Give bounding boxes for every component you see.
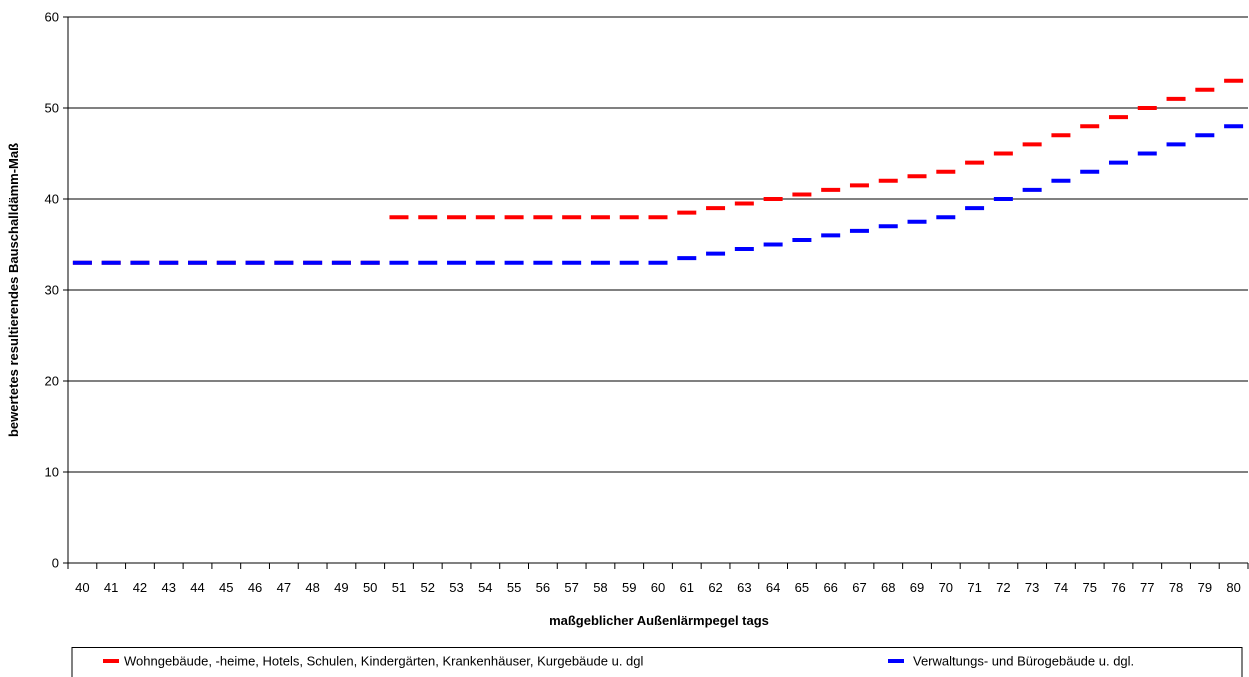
x-tick-label: 57 bbox=[564, 580, 578, 595]
x-tick-label: 70 bbox=[939, 580, 953, 595]
y-tick-label: 20 bbox=[45, 374, 59, 389]
x-tick-label: 51 bbox=[392, 580, 406, 595]
x-tick-label: 53 bbox=[449, 580, 463, 595]
plot-frame bbox=[67, 17, 1248, 569]
x-tick-label: 58 bbox=[593, 580, 607, 595]
x-tick-label: 75 bbox=[1082, 580, 1096, 595]
x-tick-label: 59 bbox=[622, 580, 636, 595]
series-2 bbox=[72, 124, 1244, 265]
x-tick-label: 67 bbox=[852, 580, 866, 595]
y-axis-title: bewertetes resultierendes Bauschalldämm-… bbox=[6, 143, 21, 437]
x-tick-label: 61 bbox=[680, 580, 694, 595]
y-tick-label: 30 bbox=[45, 283, 59, 298]
x-tick-label: 68 bbox=[881, 580, 895, 595]
x-tick-label: 40 bbox=[75, 580, 89, 595]
y-tick-label: 50 bbox=[45, 101, 59, 116]
y-axis: 0 10 20 30 40 50 60 bbox=[45, 10, 68, 571]
x-tick-label: 46 bbox=[248, 580, 262, 595]
legend-label: Wohngebäude, -heime, Hotels, Schulen, Ki… bbox=[124, 654, 643, 669]
x-tick-label: 66 bbox=[823, 580, 837, 595]
x-tick-label: 43 bbox=[161, 580, 175, 595]
x-tick-label: 65 bbox=[795, 580, 809, 595]
x-tick-label: 42 bbox=[133, 580, 147, 595]
y-tick-label: 60 bbox=[45, 10, 59, 25]
x-tick-label: 44 bbox=[190, 580, 204, 595]
x-tick-label: 49 bbox=[334, 580, 348, 595]
x-tick-label: 73 bbox=[1025, 580, 1039, 595]
x-tick-label: 72 bbox=[996, 580, 1010, 595]
x-tick-label: 69 bbox=[910, 580, 924, 595]
series-group bbox=[72, 78, 1244, 265]
x-tick-label: 74 bbox=[1054, 580, 1068, 595]
x-tick-label: 62 bbox=[708, 580, 722, 595]
x-axis: 40 41 42 43 44 45 46 47 48 49 50 51 52 53 54 55 56 57 58 59… bbox=[67, 563, 1249, 595]
x-tick-label: 63 bbox=[737, 580, 751, 595]
x-tick-label: 52 bbox=[421, 580, 435, 595]
x-tick-label: 80 bbox=[1226, 580, 1240, 595]
x-tick-label: 48 bbox=[305, 580, 319, 595]
x-tick-label: 71 bbox=[967, 580, 981, 595]
legend-label: Verwaltungs- und Bürogebäude u. dgl. bbox=[913, 654, 1134, 669]
x-tick-label: 77 bbox=[1140, 580, 1154, 595]
gridlines bbox=[68, 16, 1248, 473]
y-tick-label: 40 bbox=[45, 192, 59, 207]
x-tick-label: 60 bbox=[651, 580, 665, 595]
legend: Wohngebäude, -heime, Hotels, Schulen, Ki… bbox=[71, 647, 1243, 677]
x-tick-label: 54 bbox=[478, 580, 492, 595]
x-tick-label: 64 bbox=[766, 580, 780, 595]
legend-box bbox=[71, 647, 1243, 677]
x-tick-label: 76 bbox=[1111, 580, 1125, 595]
x-tick-label: 56 bbox=[536, 580, 550, 595]
x-tick-label: 78 bbox=[1169, 580, 1183, 595]
x-tick-label: 79 bbox=[1198, 580, 1212, 595]
x-tick-label: 47 bbox=[277, 580, 291, 595]
y-tick-label: 0 bbox=[52, 556, 59, 571]
x-tick-label: 55 bbox=[507, 580, 521, 595]
x-tick-label: 41 bbox=[104, 580, 118, 595]
x-tick-label: 45 bbox=[219, 580, 233, 595]
x-tick-label: 50 bbox=[363, 580, 377, 595]
x-axis-title: maßgeblicher Außenlärmpegel tags bbox=[549, 613, 769, 628]
y-tick-label: 10 bbox=[45, 465, 59, 480]
